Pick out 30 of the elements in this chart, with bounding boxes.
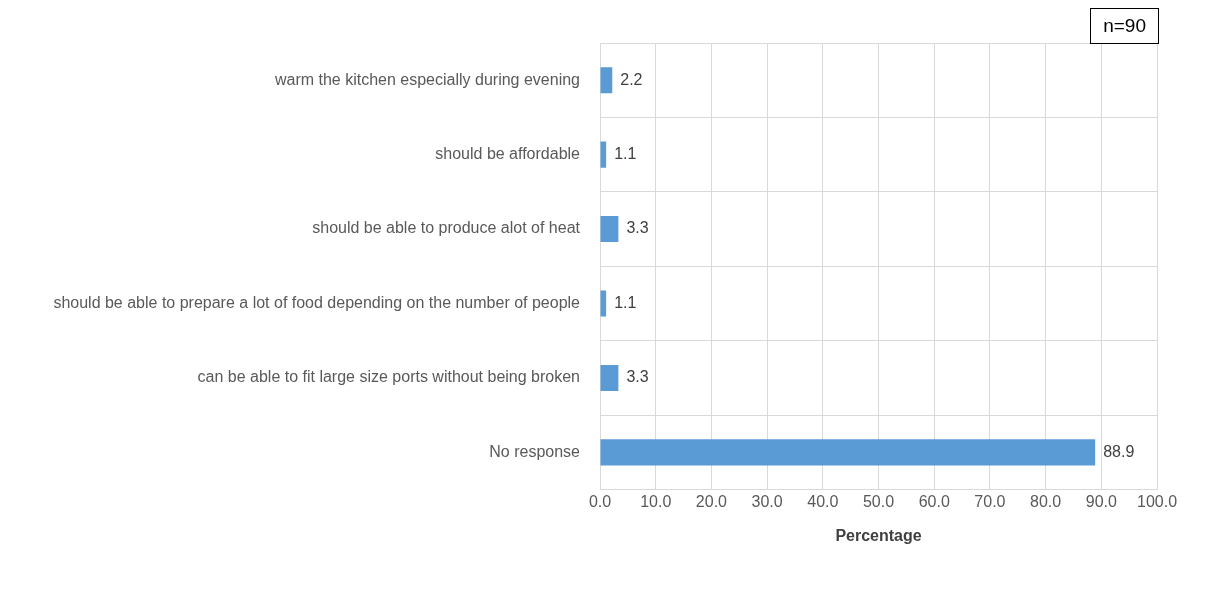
bar bbox=[600, 290, 607, 317]
x-axis-title: Percentage bbox=[835, 526, 922, 544]
bar bbox=[600, 216, 619, 243]
x-tick-label: 0.0 bbox=[588, 492, 612, 510]
y-tick-label: warm the kitchen especially during evening bbox=[273, 70, 580, 88]
x-tick-label: 40.0 bbox=[807, 492, 839, 510]
data-label: 3.3 bbox=[626, 219, 649, 237]
x-tick-label: 30.0 bbox=[751, 492, 783, 510]
y-tick-label: can be able to fit large size ports without being broken bbox=[197, 368, 580, 386]
x-tick-label: 100.0 bbox=[1136, 492, 1178, 510]
x-tick-label: 90.0 bbox=[1085, 492, 1117, 510]
bar bbox=[600, 364, 619, 391]
data-label: 1.1 bbox=[614, 293, 637, 311]
x-tick-label: 80.0 bbox=[1030, 492, 1062, 510]
data-label: 2.2 bbox=[620, 70, 643, 88]
y-tick-label: No response bbox=[489, 442, 581, 460]
y-tick-label: should be able to produce alot of heat bbox=[312, 219, 581, 237]
data-label: 3.3 bbox=[626, 368, 649, 386]
y-tick-label: should be affordable bbox=[435, 145, 581, 163]
x-tick-label: 20.0 bbox=[695, 492, 728, 510]
bar bbox=[600, 439, 1096, 466]
data-label: 1.1 bbox=[614, 145, 637, 163]
x-tick-label: 70.0 bbox=[974, 492, 1006, 510]
text: n=90 bbox=[1090, 8, 1159, 44]
x-tick-label: 50.0 bbox=[862, 492, 895, 510]
x-tick-label: 60.0 bbox=[918, 492, 950, 510]
data-label: 88.9 bbox=[1103, 442, 1135, 460]
y-tick-label: should be able to prepare a lot of food depending on the number of people bbox=[53, 293, 581, 311]
bar bbox=[600, 67, 613, 94]
x-tick-label: 10.0 bbox=[640, 492, 672, 510]
